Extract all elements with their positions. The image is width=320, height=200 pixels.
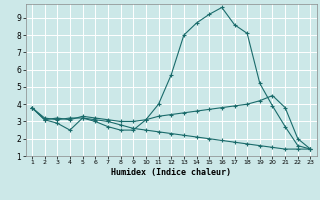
X-axis label: Humidex (Indice chaleur): Humidex (Indice chaleur) — [111, 168, 231, 177]
